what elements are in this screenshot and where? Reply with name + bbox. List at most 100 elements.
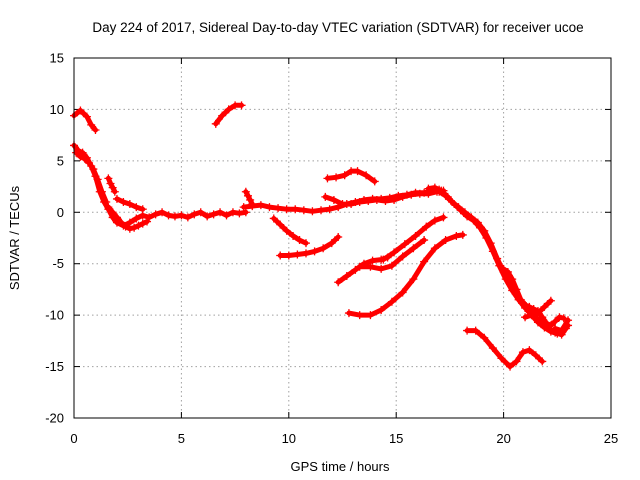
data-point-marker <box>409 244 418 253</box>
data-point-marker <box>411 231 420 240</box>
data-point-marker <box>454 203 463 212</box>
data-point-marker <box>295 236 304 245</box>
data-point-marker <box>203 212 212 221</box>
data-point-marker <box>508 275 517 284</box>
grid-lines <box>74 58 611 418</box>
data-point-marker <box>398 252 407 261</box>
series-t7 <box>211 101 246 128</box>
data-point-marker <box>76 152 85 161</box>
data-point-marker <box>460 208 469 217</box>
data-point-marker <box>145 213 154 222</box>
data-point-marker <box>525 302 534 311</box>
data-point-marker <box>471 326 480 335</box>
data-point-marker <box>387 261 396 270</box>
data-point-marker <box>317 206 326 215</box>
data-point-marker <box>340 171 349 180</box>
data-point-marker <box>334 278 343 287</box>
series-t23 <box>551 316 573 335</box>
data-point-marker <box>265 203 274 212</box>
data-point-marker <box>134 221 143 230</box>
data-series-group <box>70 101 573 371</box>
y-axis-ticks: -20 -15 -10 -5 0 5 10 15 <box>45 51 611 426</box>
data-point-marker <box>132 214 141 223</box>
data-point-marker <box>119 198 128 206</box>
data-point-marker <box>301 239 310 248</box>
y-tick-label: 10 <box>50 102 64 117</box>
data-point-marker <box>125 224 134 233</box>
data-point-marker <box>497 354 506 363</box>
data-point-marker <box>527 311 536 320</box>
data-point-marker <box>299 206 308 215</box>
data-point-marker <box>424 184 433 193</box>
y-tick-label: -20 <box>45 411 64 426</box>
data-point-marker <box>177 211 186 220</box>
data-point-marker <box>89 165 98 174</box>
data-point-marker <box>486 239 495 248</box>
data-point-marker <box>170 212 179 221</box>
data-point-marker <box>538 357 547 366</box>
x-tick-label: 5 <box>178 431 185 446</box>
data-point-marker <box>370 177 379 186</box>
series-trace <box>105 175 118 195</box>
data-point-marker <box>525 346 534 355</box>
data-point-marker <box>473 218 482 227</box>
data-point-marker <box>364 196 373 205</box>
data-point-marker <box>430 244 439 253</box>
y-axis-label: SDTVAR / TECUs <box>7 185 22 290</box>
data-point-marker <box>353 167 362 176</box>
data-point-marker <box>538 313 547 322</box>
series-t11 <box>276 232 343 260</box>
data-point-marker <box>91 126 100 134</box>
series-t13 <box>323 167 379 186</box>
y-tick-label: 5 <box>57 153 64 168</box>
data-point-marker <box>209 210 218 219</box>
data-point-marker <box>325 205 334 214</box>
data-point-marker <box>428 186 437 195</box>
data-point-marker <box>102 198 111 206</box>
x-axis-label: GPS time / hours <box>291 459 390 474</box>
data-point-marker <box>390 195 399 204</box>
data-point-marker <box>282 205 291 214</box>
data-point-marker <box>308 207 317 216</box>
y-tick-label: 0 <box>57 205 64 220</box>
data-point-marker <box>138 205 147 214</box>
data-point-marker <box>398 288 407 297</box>
data-point-marker <box>362 171 371 180</box>
data-point-marker <box>110 187 119 196</box>
data-point-marker <box>183 213 192 222</box>
data-point-marker <box>546 321 555 330</box>
data-point-marker <box>355 198 364 206</box>
data-point-marker <box>228 208 237 217</box>
data-point-marker <box>441 191 450 200</box>
data-point-marker <box>390 248 399 257</box>
data-point-marker <box>301 249 310 258</box>
data-point-marker <box>276 251 285 260</box>
data-point-marker <box>222 211 231 220</box>
data-point-marker <box>72 148 81 157</box>
data-point-marker <box>85 158 94 167</box>
data-point-marker <box>533 309 542 318</box>
data-point-marker <box>366 262 375 271</box>
series-t8 <box>239 185 444 216</box>
data-point-marker <box>224 105 233 114</box>
data-point-marker <box>334 232 343 241</box>
data-point-marker <box>282 226 291 235</box>
x-tick-label: 15 <box>389 431 403 446</box>
data-point-marker <box>344 309 353 318</box>
data-point-marker <box>291 205 300 214</box>
data-point-marker <box>138 219 147 228</box>
data-point-marker <box>398 192 407 201</box>
series-trace <box>243 189 255 207</box>
data-point-marker <box>463 326 472 335</box>
data-point-marker <box>377 264 386 273</box>
data-point-marker <box>216 208 225 217</box>
data-point-marker <box>196 208 205 217</box>
plot-frame <box>73 57 612 419</box>
data-point-marker <box>499 264 508 273</box>
data-point-marker <box>387 297 396 306</box>
data-point-marker <box>106 179 115 188</box>
data-point-marker <box>506 362 515 371</box>
series-t3 <box>72 148 111 206</box>
data-point-marker <box>338 200 347 209</box>
series-t5 <box>112 194 147 214</box>
